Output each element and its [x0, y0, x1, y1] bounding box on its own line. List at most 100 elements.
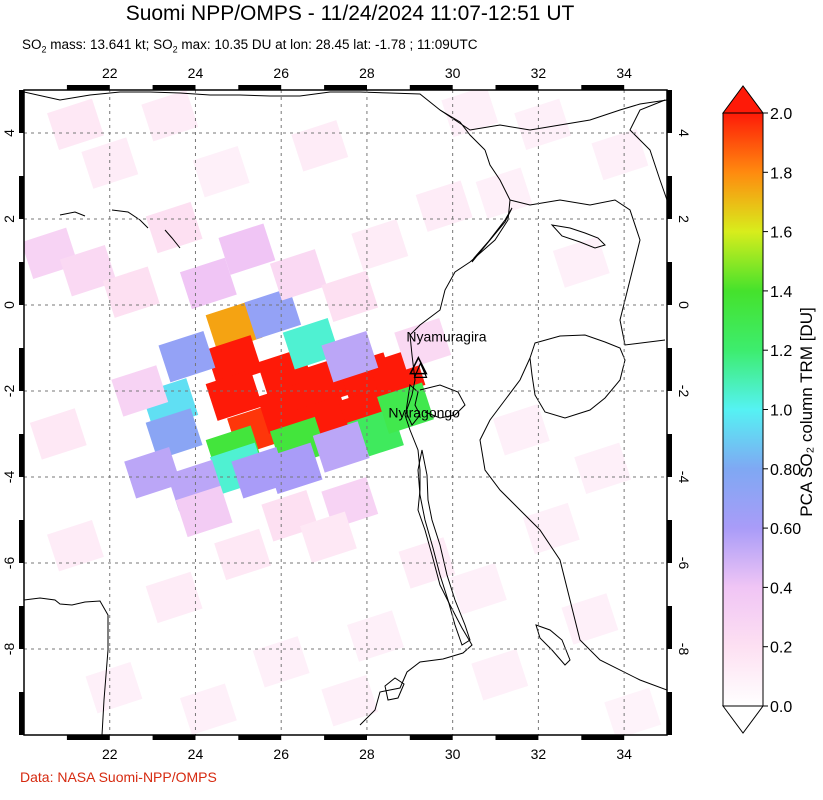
so2-cell — [85, 661, 143, 714]
colorbar-tick-label: 0.60 — [770, 521, 801, 538]
lon-tick-label-top: 34 — [616, 65, 632, 81]
so2-cell — [312, 421, 370, 473]
frame-bar-left — [19, 606, 24, 649]
frame-bar-top — [581, 85, 625, 90]
lon-tick-label-top: 26 — [273, 65, 289, 81]
frame-bar-right — [667, 262, 672, 305]
so2-cell — [244, 287, 302, 340]
border-uganda — [509, 199, 666, 346]
frame-bar-left — [19, 434, 24, 477]
so2-cell — [252, 636, 310, 688]
lake-tanganyika — [417, 449, 471, 646]
so2-cell — [205, 369, 263, 421]
frame-bar-right — [667, 434, 672, 477]
graticule — [24, 90, 667, 735]
lon-tick-label-bottom: 34 — [616, 746, 632, 762]
lake-kyoga — [550, 224, 606, 249]
colorbar-tick-label: 1.2 — [770, 343, 792, 360]
so2-cell — [124, 447, 182, 499]
coastline-layer — [24, 91, 667, 735]
colorbar-tick-label: 1.8 — [770, 165, 792, 182]
lat-tick-label-right: 2 — [676, 215, 692, 223]
lon-tick-label-top: 32 — [531, 65, 547, 81]
so2-cell — [604, 687, 662, 735]
map-title: Suomi NPP/OMPS - 11/24/2024 11:07-12:51 … — [125, 2, 575, 25]
lat-tick-label-right: 0 — [676, 301, 692, 309]
frame-bar-top — [238, 85, 282, 90]
so2-cell — [141, 90, 199, 142]
so2-cell — [471, 649, 529, 701]
frame-bars — [19, 85, 672, 740]
frame-bar-right — [667, 606, 672, 649]
volcano-marker — [409, 355, 428, 375]
so2-cell — [179, 683, 237, 735]
lat-tick-label-right: 4 — [676, 129, 692, 137]
so2-cell — [591, 128, 649, 181]
volcano-markers: Nyamuragira Nyiragongo — [388, 329, 486, 421]
so2-cell — [449, 563, 507, 615]
so2-cell — [59, 244, 117, 297]
subtitle-mass-label: SO — [22, 37, 42, 52]
so2-cell — [81, 137, 139, 189]
frame-bar-left — [19, 90, 24, 133]
so2-cell — [574, 442, 632, 495]
lat-tick-label-right: -8 — [676, 643, 692, 656]
so2-cell — [514, 98, 572, 151]
colorbar-tick-label: 0.0 — [770, 699, 792, 716]
so2-cell — [29, 408, 87, 460]
so2-cell — [192, 145, 250, 198]
coast-west — [24, 597, 109, 735]
so2-cell — [475, 167, 533, 219]
frame-bar-bottom — [324, 735, 367, 740]
lake-albert — [471, 207, 513, 263]
lon-tick-label-bottom: 28 — [359, 746, 375, 762]
so2-cell — [321, 330, 379, 383]
data-credit: Data: NASA Suomi-NPP/OMPS — [20, 769, 217, 785]
lat-tick-label-left: 4 — [1, 129, 17, 137]
frame-bar-left — [19, 348, 24, 391]
lake-mweru — [384, 677, 405, 701]
frame-bar-top — [66, 85, 110, 90]
lon-tick-label-top: 28 — [359, 65, 375, 81]
colorbar-labels: 2.0 1.8 1.6 1.4 1.2 1.0 0.80 0.60 0.4 0.2 0.0 — [763, 106, 801, 716]
river-congo — [59, 209, 181, 249]
lat-tick-label-left: 2 — [1, 215, 17, 223]
so2-cell — [145, 201, 203, 254]
lat-tick-label-left: -2 — [1, 385, 17, 398]
lon-tick-label-bottom: 24 — [188, 746, 204, 762]
lon-tick-label-top: 22 — [102, 65, 118, 81]
frame-bar-top — [152, 85, 196, 90]
colorbar-gradient — [722, 112, 764, 707]
lat-tick-label-left: -4 — [1, 471, 17, 484]
colorbar-tick-label: 0.2 — [770, 640, 792, 657]
frame-bar-left — [19, 176, 24, 219]
so2-cell — [522, 502, 580, 555]
lon-tick-label-bottom: 32 — [531, 746, 547, 762]
border-tanzania — [479, 357, 667, 691]
frame-bar-left — [19, 520, 24, 563]
frame-bar-top — [495, 85, 539, 90]
subtitle-mass-text: mass: 13.641 kt; SO — [46, 37, 173, 52]
frame-bar-bottom — [238, 735, 282, 740]
frame-bar-left — [19, 262, 24, 305]
colorbar-title: PCA SO₂ column TRM [DU] — [797, 307, 816, 516]
so2-cell — [394, 318, 452, 370]
lat-tick-label-right: -2 — [676, 385, 692, 398]
so2-cell — [218, 223, 276, 275]
colorbar-tick-label: 0.80 — [770, 462, 801, 479]
volcano-label: Nyiragongo — [388, 405, 460, 421]
lat-tick-label-left: -6 — [1, 557, 17, 570]
colorbar-tick-label: 1.4 — [770, 284, 792, 301]
volcano-marker — [413, 361, 428, 378]
subtitle-max-sub: 2 — [172, 44, 178, 55]
so2-cell — [214, 528, 272, 581]
frame-bar-top — [409, 85, 453, 90]
lon-tick-label-bottom: 30 — [445, 746, 461, 762]
so2-cell — [47, 98, 104, 151]
frame-bar-right — [667, 692, 672, 735]
colorbar-tick-label: 1.0 — [770, 403, 792, 420]
so2-cell — [299, 511, 357, 563]
lat-tick-label-left: 0 — [1, 301, 17, 309]
